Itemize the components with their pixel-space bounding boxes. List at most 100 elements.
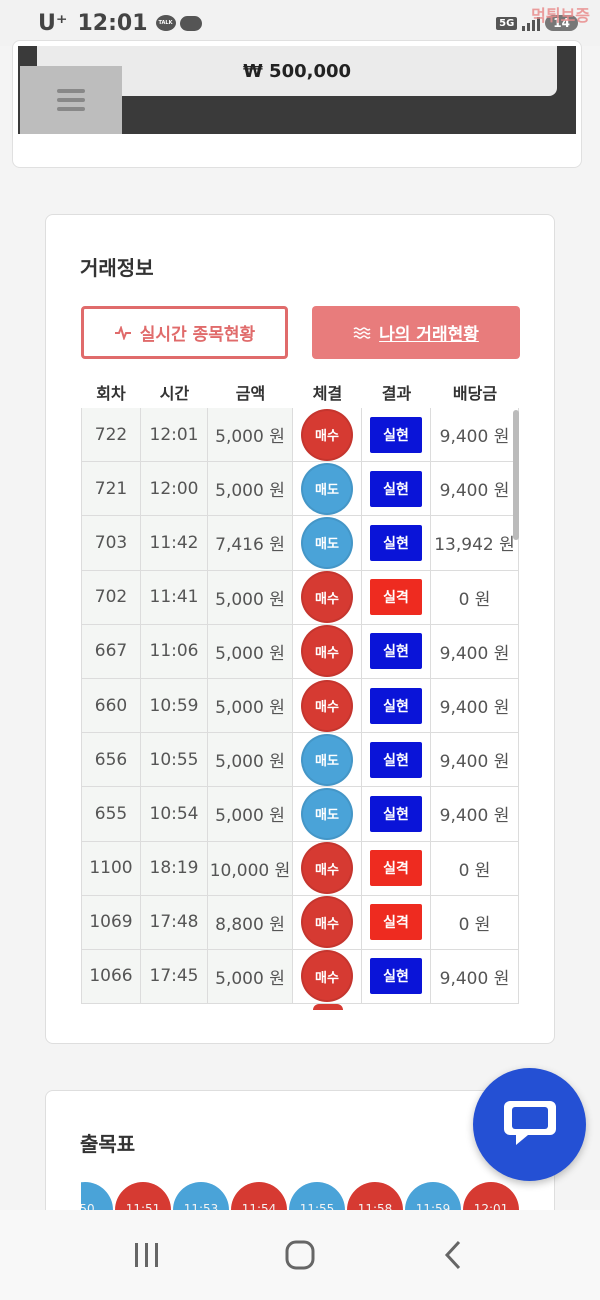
my-trades-label: 나의 거래현황 <box>379 325 479 345</box>
payout-cell: 0 원 <box>431 570 519 624</box>
table-row: 1066 17:45 5,000 원 매수 실현 9,400 원 <box>81 949 519 1005</box>
result-badge: 실현 <box>370 687 422 724</box>
round-cell: 667 <box>81 624 141 678</box>
table-row: 667 11:06 5,000 원 매수 실현 9,400 원 <box>81 624 519 679</box>
result-badge: 실현 <box>370 633 422 670</box>
trade-cell: 매도 <box>293 462 362 516</box>
round-cell: 721 <box>81 462 141 516</box>
round-cell: 703 <box>81 516 141 570</box>
trade-cell: 매수 <box>293 624 362 678</box>
result-badge: 실격 <box>370 850 422 887</box>
trade-cell: 매수 <box>293 949 362 1004</box>
time-cell: 17:48 <box>141 895 208 949</box>
hamburger-icon <box>57 89 85 93</box>
hamburger-icon <box>57 107 85 111</box>
balance-display: ₩ 500,000 <box>37 46 557 96</box>
chat-button[interactable] <box>473 1068 586 1181</box>
time-cell: 17:45 <box>141 949 208 1004</box>
trade-cell: 매도 <box>293 516 362 570</box>
home-icon <box>285 1240 315 1270</box>
result-bubble: 11:53 <box>173 1182 229 1210</box>
trade-type-badge: 매수 <box>301 571 353 624</box>
trade-type-badge: 매도 <box>301 787 353 840</box>
carrier-label: U⁺ <box>38 10 68 36</box>
result-bubble: 12:01 <box>463 1182 519 1210</box>
table-row: 703 11:42 7,416 원 매도 실현 13,942 원 <box>81 516 519 571</box>
watermark: 먹튀보증 <box>531 6 590 25</box>
kakaotalk-icon: TALK <box>155 15 176 31</box>
result-cell: 실현 <box>362 733 431 787</box>
result-chart-title: 출목표 <box>80 1132 136 1156</box>
back-button[interactable] <box>423 1230 483 1280</box>
clock: 12:01 <box>77 10 148 36</box>
payout-cell: 9,400 원 <box>431 678 519 733</box>
status-bar: U⁺ 12:01 TALK 5G 14 먹튀보증 <box>0 0 600 46</box>
trade-type-badge: 매도 <box>301 516 353 569</box>
hamburger-icon <box>57 98 85 102</box>
round-cell: 1100 <box>81 841 141 895</box>
result-cell: 실현 <box>362 787 431 841</box>
trade-cell: 매수 <box>293 408 362 462</box>
time-cell: 10:54 <box>141 787 208 841</box>
amount-cell: 8,800 원 <box>208 895 293 949</box>
time-cell: 11:42 <box>141 516 208 570</box>
payout-cell: 9,400 원 <box>431 787 519 841</box>
time-cell: 18:19 <box>141 841 208 895</box>
round-cell: 722 <box>81 408 141 462</box>
trade-type-badge: 매수 <box>301 950 353 1003</box>
amount-cell: 7,416 원 <box>208 516 293 570</box>
amount-cell: 5,000 원 <box>208 624 293 678</box>
result-bubble: :50 <box>81 1182 113 1210</box>
my-trades-button[interactable]: 나의 거래현황 <box>312 306 520 359</box>
result-cell: 실현 <box>362 949 431 1004</box>
menu-button[interactable] <box>20 66 122 134</box>
chat-icon <box>502 1097 558 1153</box>
result-cell: 실현 <box>362 624 431 678</box>
trade-cell: 매도 <box>293 733 362 787</box>
trade-type-badge: 매도 <box>301 462 353 515</box>
result-bubble: 11:54 <box>231 1182 287 1210</box>
table-row: 655 10:54 5,000 원 매도 실현 9,400 원 <box>81 787 519 842</box>
trade-cell: 매수 <box>293 678 362 733</box>
payout-cell: 9,400 원 <box>431 462 519 516</box>
partial-row-indicator <box>313 1004 343 1010</box>
result-cell: 실현 <box>362 516 431 570</box>
table-row: 702 11:41 5,000 원 매수 실격 0 원 <box>81 570 519 625</box>
result-cell: 실현 <box>362 462 431 516</box>
recent-apps-icon <box>134 1243 158 1267</box>
cloud-icon <box>179 15 202 31</box>
trade-type-badge: 매수 <box>301 625 353 678</box>
result-badge: 실격 <box>370 904 422 941</box>
signal-icon <box>522 15 541 31</box>
result-badge: 실현 <box>370 741 422 778</box>
system-nav-bar <box>0 1210 600 1300</box>
result-badge: 실현 <box>370 416 422 453</box>
table-row: 722 12:01 5,000 원 매수 실현 9,400 원 <box>81 408 519 463</box>
column-header: 시간 <box>159 384 190 403</box>
trade-table[interactable]: 722 12:01 5,000 원 매수 실현 9,400 원 721 12:00 5,000 … <box>81 408 519 1008</box>
result-cell: 실격 <box>362 570 431 624</box>
live-status-button[interactable]: 실시간 종목현황 <box>81 306 288 359</box>
recent-apps-button[interactable] <box>117 1230 177 1280</box>
result-bubble: 11:51 <box>115 1182 171 1210</box>
trade-type-badge: 매수 <box>301 408 353 461</box>
column-header: 체결 <box>312 384 343 403</box>
table-row: 660 10:59 5,000 원 매수 실현 9,400 원 <box>81 678 519 734</box>
table-row: 1069 17:48 8,800 원 매수 실격 0 원 <box>81 895 519 950</box>
table-row: 656 10:55 5,000 원 매도 실현 9,400 원 <box>81 733 519 788</box>
amount-cell: 5,000 원 <box>208 949 293 1004</box>
network-type: 5G <box>496 16 518 30</box>
trade-type-badge: 매도 <box>301 733 353 786</box>
result-cell: 실격 <box>362 841 431 895</box>
table-scrollbar[interactable] <box>513 410 519 540</box>
home-button[interactable] <box>270 1230 330 1280</box>
payout-cell: 9,400 원 <box>431 624 519 678</box>
table-header: 회차 시간 금액 체결 결과 배당금 <box>81 380 519 408</box>
amount-cell: 5,000 원 <box>208 678 293 733</box>
table-row: 1100 18:19 10,000 원 매수 실격 0 원 <box>81 841 519 896</box>
amount-cell: 5,000 원 <box>208 733 293 787</box>
amount-cell: 5,000 원 <box>208 570 293 624</box>
result-badge: 실현 <box>370 470 422 507</box>
trade-cell: 매수 <box>293 570 362 624</box>
